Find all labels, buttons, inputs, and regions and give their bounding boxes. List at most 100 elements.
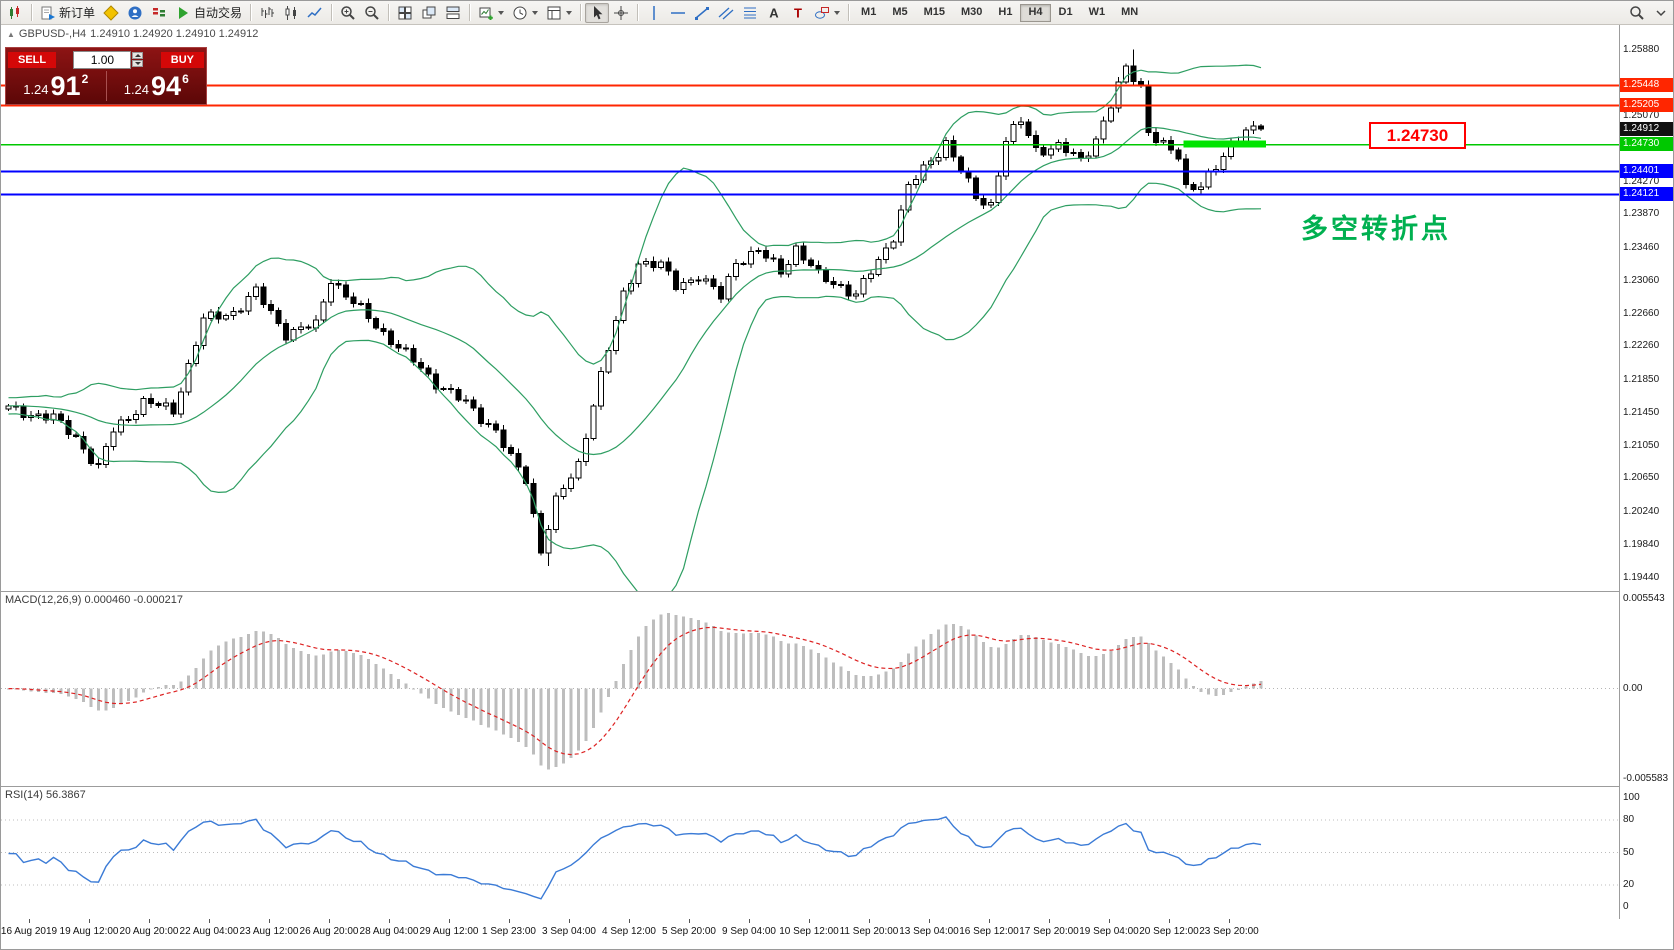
- app-logo-button[interactable]: [3, 3, 27, 23]
- cursor-button[interactable]: [585, 2, 610, 23]
- turning-point-annotation[interactable]: 多空转折点: [1301, 214, 1451, 244]
- collapse-panel-arrow[interactable]: ▲: [7, 29, 15, 39]
- candlestick-logo-icon: [7, 5, 23, 21]
- time-tick-mark: [869, 919, 870, 923]
- toolbar-group-new-objects: [474, 3, 576, 23]
- cursor-icon: [589, 5, 605, 21]
- text-button[interactable]: A: [762, 3, 786, 23]
- toolbar-separator: [331, 4, 333, 21]
- sell-button[interactable]: SELL: [8, 51, 57, 68]
- macd-scale-max: 0.005543: [1623, 593, 1665, 604]
- toolbar-group-zoom: [336, 3, 384, 23]
- cascade-icon: [421, 5, 437, 21]
- price-macd-separator[interactable]: [1, 591, 1673, 592]
- time-tick-label: 13 Sep 04:00: [899, 926, 959, 937]
- timeframe-W1-button[interactable]: W1: [1088, 5, 1106, 18]
- arrange-icon: [445, 5, 461, 21]
- hline-icon: [670, 5, 686, 21]
- new-chart-icon: [478, 5, 494, 21]
- rsi-panel-canvas[interactable]: [1, 786, 1619, 919]
- price-tick-label: 1.23460: [1623, 242, 1660, 253]
- time-tick-mark: [29, 919, 30, 923]
- bar-chart-button[interactable]: [255, 3, 279, 23]
- toolbar-separator: [250, 4, 252, 21]
- toolbar-overflow-button[interactable]: [1649, 3, 1673, 23]
- lot-decrease-button[interactable]: [132, 60, 144, 67]
- cascade-windows-button[interactable]: [417, 3, 441, 23]
- timeframe-M15-button[interactable]: M15: [923, 5, 945, 18]
- market-depth-button[interactable]: [147, 3, 171, 23]
- timeframe-D1-button[interactable]: D1: [1058, 5, 1073, 18]
- time-axis[interactable]: 16 Aug 2019 19 Aug 12:00 20 Aug 20:00 22 Au…: [1, 919, 1673, 949]
- symbol-period-label: GBPUSD-,H4: [18, 28, 87, 40]
- trendline-button[interactable]: [690, 3, 714, 23]
- text-label-button[interactable]: T: [786, 3, 810, 23]
- timeframe-H4-button[interactable]: H4: [1020, 3, 1051, 22]
- bollinger-lower: [8, 182, 1262, 591]
- new-order-button[interactable]: 新订单: [36, 3, 99, 23]
- time-tick-label: 3 Sep 04:00: [542, 926, 596, 937]
- bollinger-upper: [8, 64, 1262, 399]
- price-tick-label: 1.25070: [1623, 110, 1660, 121]
- pivot-highlight-segment[interactable]: [1183, 140, 1267, 148]
- chart-info-line: ▲ GBPUSD-,H4 1.24910 1.24920 1.24910 1.2…: [7, 28, 258, 40]
- mql5-community-button[interactable]: [123, 3, 147, 23]
- horizontal-line-button[interactable]: [666, 3, 690, 23]
- timeframe-M1-button[interactable]: M1: [861, 5, 877, 18]
- time-tick-mark: [269, 919, 270, 923]
- new-chart-button[interactable]: [474, 3, 508, 23]
- bollinger-bands: [8, 64, 1262, 591]
- metaeditor-button[interactable]: [99, 3, 123, 23]
- price-axis[interactable]: 1.258801.250701.246701.242701.238701.234…: [1619, 25, 1673, 919]
- shapes-icon: [814, 5, 830, 21]
- time-tick-mark: [749, 919, 750, 923]
- zoom-out-icon: [364, 5, 380, 21]
- price-chart-canvas[interactable]: [1, 25, 1619, 591]
- timeframe-M5-button[interactable]: M5: [892, 5, 908, 18]
- time-tick-mark: [509, 919, 510, 923]
- arrange-windows-button[interactable]: [441, 3, 465, 23]
- toolbar-group-cursor-tools: [585, 2, 633, 23]
- lot-increase-button[interactable]: [132, 52, 144, 59]
- fibonacci-button[interactable]: [738, 3, 762, 23]
- macd-panel-canvas[interactable]: [1, 591, 1619, 786]
- tile-windows-button[interactable]: [393, 3, 417, 23]
- vertical-line-button[interactable]: [642, 3, 666, 23]
- macd-rsi-separator[interactable]: [1, 786, 1673, 787]
- time-tick-label: 26 Aug 20:00: [299, 926, 359, 937]
- price-tick-label: 1.22660: [1623, 308, 1660, 319]
- lot-size-input[interactable]: [73, 50, 132, 69]
- autotrading-button[interactable]: 自动交易: [171, 3, 246, 23]
- zoom-in-button[interactable]: [336, 3, 360, 23]
- time-tick-mark: [449, 919, 450, 923]
- time-tick-mark: [389, 919, 390, 923]
- crosshair-button[interactable]: [609, 3, 633, 23]
- chart-area: ▲ GBPUSD-,H4 1.24910 1.24920 1.24910 1.2…: [1, 25, 1673, 949]
- candlestick-chart-button[interactable]: [279, 3, 303, 23]
- buy-price[interactable]: 1.24 94 6: [107, 69, 207, 103]
- indicators-button[interactable]: [542, 3, 576, 23]
- timeframe-M30-button[interactable]: M30: [961, 5, 983, 18]
- timeframe-H1-button[interactable]: H1: [998, 5, 1013, 18]
- sell-price[interactable]: 1.24 91 2: [6, 69, 106, 103]
- crosshair-icon: [613, 5, 629, 21]
- buy-price-sup: 6: [182, 72, 189, 86]
- time-tick-mark: [89, 919, 90, 923]
- svg-text:T: T: [794, 5, 802, 20]
- chart-periods-button[interactable]: [508, 3, 542, 23]
- price-level-annotation-box[interactable]: 1.24730: [1369, 122, 1466, 149]
- trade-panel-divider: [105, 71, 107, 101]
- timeframe-MN-button[interactable]: MN: [1121, 5, 1139, 18]
- bars-icon: [259, 5, 275, 21]
- resistance-price-tag-2: 1.25205: [1620, 98, 1673, 112]
- zoom-out-button[interactable]: [360, 3, 384, 23]
- time-tick-label: 1 Sep 23:00: [482, 926, 536, 937]
- line-chart-button[interactable]: [303, 3, 327, 23]
- buy-price-big: 94: [151, 71, 182, 101]
- equidistant-channel-button[interactable]: [714, 3, 738, 23]
- search-button[interactable]: [1625, 3, 1649, 23]
- buy-button[interactable]: BUY: [160, 51, 204, 68]
- price-tick-label: 1.19440: [1623, 572, 1660, 583]
- shapes-button[interactable]: [810, 3, 844, 23]
- bid-price-tag: 1.24912: [1620, 122, 1673, 136]
